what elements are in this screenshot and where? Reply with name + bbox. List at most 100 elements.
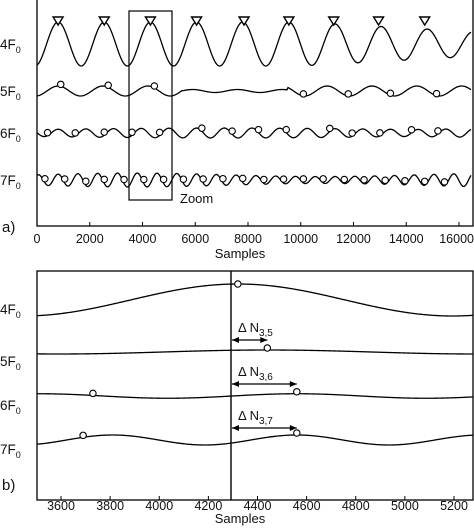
peak-marker-circle [348, 129, 356, 137]
delta-n-label: Δ N3,5 [238, 320, 273, 339]
panel-b-x-ticks: 3600 3800 4000 4200 4400 4600 4800 5000 5200 [47, 496, 468, 513]
peak-marker-circle [198, 124, 206, 132]
peak-marker-circle [420, 177, 429, 186]
panel-b: 4F0 5F0 6F0 7F0 Δ N3,5 Δ N3,6 Δ N3,7 3600 3800… [0, 270, 474, 526]
peak-marker-circle [140, 175, 148, 184]
panel-a-markers [41, 16, 449, 186]
peak-marker-circle [128, 128, 136, 137]
peak-marker-circle [155, 128, 164, 137]
x-tick-label: 4600 [293, 499, 321, 513]
peak-marker-circle [326, 124, 334, 133]
delta-arrow-head-right [289, 381, 297, 387]
panel-b-curve-6f0 [37, 393, 474, 399]
peak-marker-circle [199, 175, 207, 183]
peak-marker-circle [71, 129, 79, 137]
peak-marker-circle [344, 90, 352, 98]
panel-b-markers [79, 280, 301, 440]
delta-arrow-head-left [232, 425, 239, 431]
zoom-box [128, 10, 173, 201]
row-label-6f0: 6F0 [0, 398, 21, 416]
x-tick-label: 3600 [47, 499, 75, 513]
panel-a-frame [36, 0, 474, 227]
delta-arrow-head-right [289, 425, 297, 431]
peak-marker-circle [179, 175, 188, 183]
delta-n-label: Δ N3,7 [238, 408, 273, 427]
panel-b-tag: b) [2, 477, 15, 494]
peak-marker-circle [299, 175, 308, 183]
peak-marker-circle [401, 177, 409, 185]
peak-marker-triangle [190, 16, 203, 27]
peak-marker-circle [79, 431, 87, 440]
zoom-label: Zoom [180, 191, 213, 206]
x-tick-label: 4200 [194, 499, 222, 513]
peak-marker-triangle [97, 16, 111, 27]
peak-marker-triangle [327, 16, 340, 27]
row-label-4f0: 4F0 [0, 302, 21, 320]
panel-b-curve-4f0 [36, 283, 474, 317]
peak-marker-circle [82, 177, 90, 186]
peak-marker-circle [60, 175, 69, 183]
peak-marker-circle [254, 125, 263, 134]
panel-a: Zoom 4F0 5F0 6F0 7F0 0 2000 4000 6000 8000 10000… [0, 0, 474, 261]
peak-marker-circle [120, 175, 128, 184]
peak-marker-circle [104, 81, 112, 90]
row-label-6f0: 6F0 [0, 126, 21, 144]
row-label-7f0: 7F0 [0, 173, 21, 191]
delta-n-label: Δ N3,6 [238, 364, 273, 383]
panel-b-curve-5f0 [36, 349, 473, 355]
panel-b-x-title: Samples [215, 511, 266, 526]
peak-marker-circle [238, 174, 247, 183]
peak-marker-circle [386, 89, 395, 98]
x-tick-label: 14000 [389, 232, 424, 246]
panel-b-annotations: Δ N3,5 Δ N3,6 Δ N3,7 [238, 320, 273, 427]
delta-arrow-head-left [232, 337, 239, 343]
panel-b-delta-arrows [232, 337, 297, 431]
row-label-5f0: 5F0 [0, 354, 21, 372]
peak-marker-triangle [418, 16, 431, 27]
peak-marker-circle [434, 127, 442, 135]
peak-marker-triangle [372, 16, 385, 27]
peak-marker-circle [293, 429, 301, 437]
peak-marker-circle [150, 82, 159, 90]
peak-marker-circle [360, 176, 368, 184]
x-tick-label: 4000 [129, 232, 157, 246]
peak-marker-circle [234, 280, 242, 288]
peak-marker-circle [100, 175, 109, 184]
x-tick-label: 12000 [336, 232, 371, 246]
peak-marker-circle [219, 174, 227, 183]
x-tick-label: 4400 [244, 499, 272, 513]
x-tick-label: 4000 [145, 499, 173, 513]
x-tick-label: 4800 [342, 499, 370, 513]
peak-marker-circle [407, 125, 416, 134]
peak-marker-triangle [144, 16, 157, 27]
panel-a-curve-7f0 [36, 172, 472, 188]
row-label-7f0: 7F0 [0, 442, 21, 460]
panel-a-curve-5f0 [36, 85, 472, 97]
x-tick-label: 0 [34, 232, 41, 246]
delta-arrow-head-left [232, 381, 239, 387]
x-tick-label: 10000 [283, 232, 318, 246]
peak-marker-circle [282, 125, 290, 134]
peak-marker-circle [440, 178, 449, 186]
panel-a-tag: a) [2, 219, 15, 236]
peak-marker-circle [279, 175, 288, 183]
peak-marker-circle [89, 389, 97, 398]
panel-a-curve-6f0 [36, 127, 472, 139]
peak-marker-circle [228, 127, 236, 135]
panel-a-curves [36, 21, 472, 188]
peak-marker-circle [56, 80, 65, 89]
panel-a-curve-4f0 [36, 21, 472, 67]
peak-marker-circle [319, 175, 327, 183]
peak-marker-triangle [51, 16, 65, 27]
panel-a-x-title: Samples [215, 246, 266, 261]
panel-b-frame [36, 270, 474, 501]
x-tick-label: 8000 [234, 232, 262, 246]
peak-marker-circle [41, 174, 49, 183]
panel-b-curve-7f0 [36, 434, 474, 446]
peak-marker-circle [159, 175, 168, 184]
panel-a-row-labels: 4F0 5F0 6F0 7F0 [0, 37, 21, 191]
delta-arrow-head-right [260, 337, 268, 343]
peak-marker-circle [100, 128, 109, 136]
x-tick-label: 2000 [76, 232, 104, 246]
